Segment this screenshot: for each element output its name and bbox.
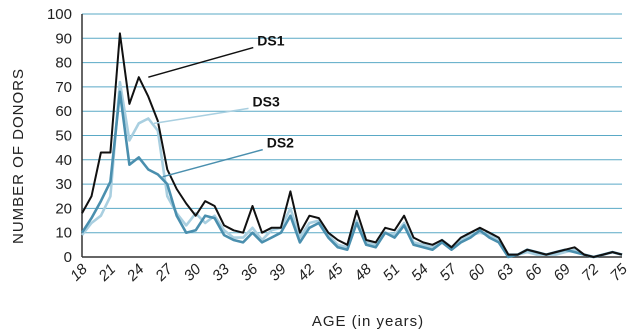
x-axis-title: AGE (in years) xyxy=(312,313,424,330)
x-tick-label: 75 xyxy=(607,260,628,284)
y-tick-label: 90 xyxy=(55,30,72,47)
y-tick-label: 60 xyxy=(55,103,72,120)
y-tick-label: 10 xyxy=(55,225,72,242)
y-tick-label: 30 xyxy=(55,176,72,193)
gridlines xyxy=(82,13,622,234)
series-line-ds1 xyxy=(81,32,623,258)
y-tick-label: 0 xyxy=(64,249,72,266)
y-axis-title: NUMBER OF DONORS xyxy=(10,68,27,244)
series-callouts: DS1 DS3 DS2 xyxy=(148,33,294,178)
callout-leader-ds2 xyxy=(162,148,263,178)
series-label-ds2: DS2 xyxy=(267,135,294,151)
callout-leader-ds3 xyxy=(153,107,249,125)
y-tick-label: 80 xyxy=(55,55,72,72)
series-lines xyxy=(80,32,623,259)
callout-leader-ds1 xyxy=(148,46,254,78)
y-tick-label: 20 xyxy=(55,200,72,217)
y-tick-labels: 0 10 20 30 40 50 60 70 80 90 100 xyxy=(47,6,72,266)
y-tick-label: 100 xyxy=(47,6,72,23)
series-label-ds3: DS3 xyxy=(253,93,280,109)
y-tick-label: 50 xyxy=(55,128,72,145)
series-label-ds1: DS1 xyxy=(257,33,284,49)
axes xyxy=(81,14,622,258)
y-tick-label: 70 xyxy=(55,79,72,96)
y-tick-label: 40 xyxy=(55,152,72,169)
